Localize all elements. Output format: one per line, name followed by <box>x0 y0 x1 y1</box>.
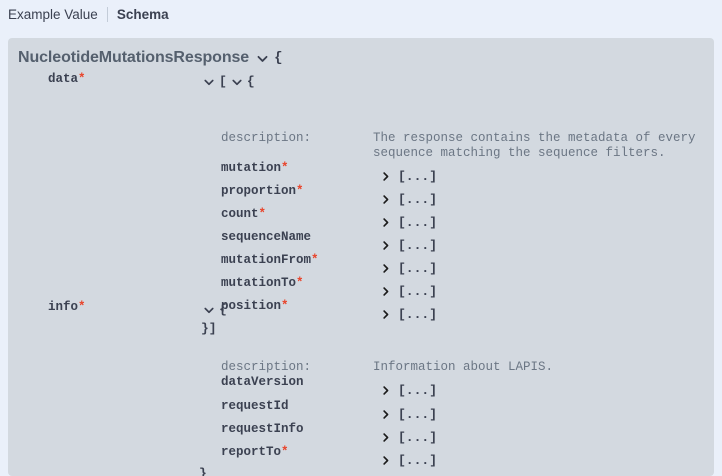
value-placeholder: [...] <box>398 215 438 230</box>
field-label-dataVersion: dataVersion <box>221 375 304 389</box>
expand-count[interactable]: [...] <box>380 215 437 230</box>
field-label-data: data* <box>48 72 86 86</box>
expand-mutationTo[interactable]: [...] <box>380 284 437 299</box>
value-placeholder: [...] <box>398 407 438 422</box>
value-placeholder: [...] <box>398 430 438 445</box>
field-label-requestInfo: requestInfo <box>221 422 304 436</box>
chevron-right-icon[interactable] <box>380 217 391 228</box>
data-open-bracket: [ <box>219 74 227 89</box>
data-description-value: The response contains the metadata of ev… <box>373 131 696 160</box>
field-label-requestId: requestId <box>221 399 289 413</box>
value-placeholder: [...] <box>398 453 438 468</box>
chevron-right-icon[interactable] <box>380 309 391 320</box>
data-description-label: description: <box>221 131 312 145</box>
info-object-open: { <box>203 302 227 317</box>
expand-position[interactable]: [...] <box>380 307 437 322</box>
expand-mutation[interactable]: [...] <box>380 169 437 184</box>
value-placeholder: [...] <box>398 284 438 299</box>
value-placeholder: [...] <box>398 383 438 398</box>
chevron-right-icon[interactable] <box>380 240 391 251</box>
chevron-right-icon[interactable] <box>380 194 391 205</box>
expand-mutationFrom[interactable]: [...] <box>380 261 437 276</box>
data-open-brace: { <box>246 74 255 89</box>
info-description-label: description: <box>221 360 312 374</box>
chevron-right-icon[interactable] <box>380 409 391 420</box>
expand-sequenceName[interactable]: [...] <box>380 238 437 253</box>
value-placeholder: [...] <box>398 261 438 276</box>
field-label-info: info* <box>48 300 86 314</box>
data-close-brackets: }] <box>201 321 217 336</box>
chevron-right-icon[interactable] <box>380 171 391 182</box>
expand-proportion[interactable]: [...] <box>380 192 437 207</box>
info-description-value: Information about LAPIS. <box>373 360 554 374</box>
schema-tabbar: Example Value Schema <box>0 0 178 28</box>
tab-schema[interactable]: Schema <box>116 6 169 22</box>
schema-root-title: NucleotideMutationsResponse { <box>18 49 283 67</box>
chevron-right-icon[interactable] <box>380 263 391 274</box>
data-array-open: [ { <box>203 74 255 89</box>
expand-reportTo[interactable]: [...] <box>380 453 437 468</box>
chevron-right-icon[interactable] <box>380 286 391 297</box>
field-label-position: position* <box>221 299 289 313</box>
field-label-count: count* <box>221 207 267 221</box>
field-label-mutationTo: mutationTo* <box>221 276 304 290</box>
tab-divider <box>106 6 108 22</box>
chevron-down-icon[interactable] <box>256 52 269 65</box>
schema-root-name: NucleotideMutationsResponse <box>18 49 250 66</box>
value-placeholder: [...] <box>398 238 438 253</box>
schema-panel: NucleotideMutationsResponse { data* [ { … <box>8 38 714 476</box>
chevron-right-icon[interactable] <box>380 432 391 443</box>
value-placeholder: [...] <box>398 169 438 184</box>
info-open-brace: { <box>219 302 227 317</box>
value-placeholder: [...] <box>398 307 438 322</box>
field-label-mutation: mutation* <box>221 161 289 175</box>
chevron-down-icon[interactable] <box>231 76 243 88</box>
tab-example-value[interactable]: Example Value <box>8 6 98 22</box>
expand-dataVersion[interactable]: [...] <box>380 383 437 398</box>
chevron-down-icon[interactable] <box>203 76 215 88</box>
field-label-mutationFrom: mutationFrom* <box>221 253 319 267</box>
field-label-sequenceName: sequenceName <box>221 230 312 244</box>
value-placeholder: [...] <box>398 192 438 207</box>
field-label-proportion: proportion* <box>221 184 304 198</box>
expand-requestInfo[interactable]: [...] <box>380 430 437 445</box>
field-label-reportTo: reportTo* <box>221 445 289 459</box>
chevron-down-icon[interactable] <box>203 304 215 316</box>
expand-requestId[interactable]: [...] <box>380 407 437 422</box>
chevron-right-icon[interactable] <box>380 455 391 466</box>
chevron-right-icon[interactable] <box>380 385 391 396</box>
root-open-brace: { <box>274 50 283 66</box>
info-close-brace: } <box>199 466 207 476</box>
